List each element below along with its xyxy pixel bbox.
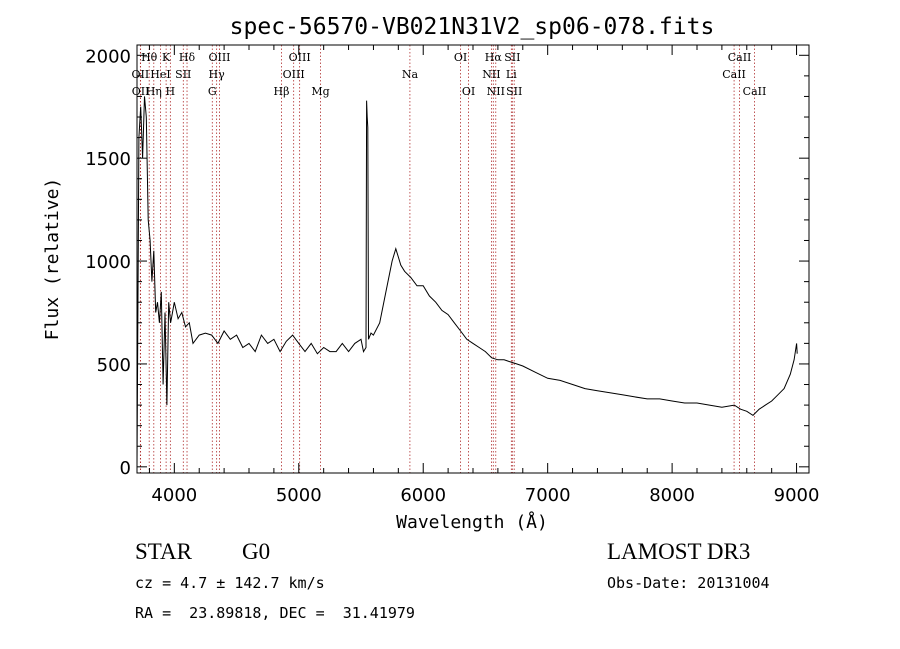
- spectrum-line: [136, 96, 798, 467]
- line-marker-label: SII: [504, 51, 520, 64]
- line-marker-label: SII: [506, 85, 522, 98]
- spectral-subclass: G0: [242, 539, 271, 564]
- line-marker-label: CaII: [743, 85, 767, 98]
- line-marker-label: OI: [462, 85, 475, 98]
- line-marker-label: Hβ: [274, 85, 290, 98]
- line-marker-label: Mg: [311, 85, 329, 98]
- obs-date: Obs-Date: 20131004: [607, 574, 770, 592]
- line-marker-label: OII: [132, 68, 150, 81]
- x-tick-label: 8000: [649, 485, 695, 506]
- x-axis-ticks: 4000 5000 6000 7000 8000 9000: [148, 45, 820, 506]
- line-marker-label: Hγ: [209, 68, 226, 81]
- x-tick-label: 4000: [151, 485, 197, 506]
- coordinates-readout: RA = 23.89818, DEC = 31.41979: [135, 604, 415, 622]
- x-tick-label: 6000: [400, 485, 446, 506]
- line-marker-label: OIII: [208, 51, 230, 64]
- line-marker-label: OIII: [283, 68, 305, 81]
- line-marker-label: NII: [482, 68, 500, 81]
- line-marker-label: H: [166, 85, 176, 98]
- y-axis-ticks: 0 500 1000 1500 2000: [85, 46, 809, 479]
- line-marker-label: K: [162, 51, 171, 64]
- line-marker-label: Hα: [485, 51, 503, 64]
- x-tick-label: 5000: [276, 485, 322, 506]
- y-axis-label: Flux (relative): [42, 178, 63, 341]
- line-markers: [139, 45, 755, 473]
- y-tick-label: 500: [97, 355, 131, 376]
- object-class: STAR: [135, 539, 192, 564]
- chart-title: spec-56570-VB021N31V2_sp06-078.fits: [230, 14, 715, 40]
- y-tick-label: 0: [120, 458, 131, 479]
- line-marker-label: NII: [487, 85, 505, 98]
- x-tick-label: 7000: [525, 485, 571, 506]
- x-axis-label: Wavelength (Å): [396, 511, 548, 533]
- line-marker-label: CaII: [722, 68, 746, 81]
- survey-name: LAMOST DR3: [607, 539, 751, 564]
- line-marker-label: OI: [454, 51, 467, 64]
- line-marker-label: Hδ: [179, 51, 196, 64]
- line-marker-label: CaII: [728, 51, 752, 64]
- plot-frame: [136, 44, 810, 474]
- line-marker-label: G: [208, 85, 217, 98]
- x-tick-label: 9000: [774, 485, 820, 506]
- y-tick-label: 1000: [85, 252, 131, 273]
- line-marker-label: OII: [132, 85, 150, 98]
- line-marker-label: Hθ: [141, 51, 158, 64]
- line-marker-label: SII: [175, 68, 191, 81]
- y-tick-label: 1500: [85, 149, 131, 170]
- line-marker-label: OIII: [289, 51, 311, 64]
- line-marker-label: HeI: [150, 68, 170, 81]
- line-marker-label: Hη: [146, 85, 162, 98]
- y-tick-label: 2000: [85, 46, 131, 67]
- line-marker-label: Na: [402, 68, 419, 81]
- redshift-readout: cz = 4.7 ± 142.7 km/s: [135, 574, 325, 592]
- line-marker-label: Li: [506, 68, 517, 81]
